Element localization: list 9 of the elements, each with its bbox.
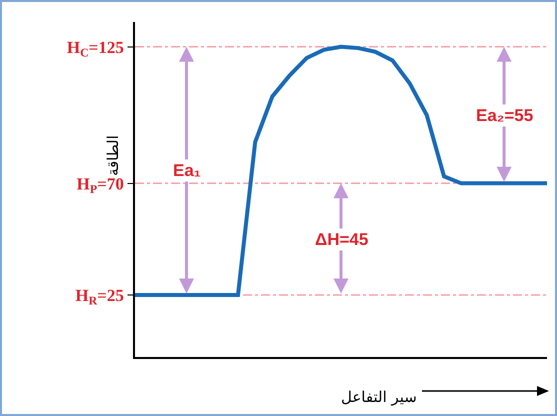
y-tick-label: H$_{P}$=70 [76, 174, 124, 196]
annotation: Ea₁ [173, 161, 201, 180]
y-tick-label: H$_{R}$=25 [75, 286, 124, 308]
annotation: ΔH=45 [315, 230, 368, 249]
x-axis-title: سير التفاعل [341, 388, 417, 406]
y-axis-title: الطاقة [104, 135, 122, 176]
line-series [135, 44, 547, 297]
annotation: Ea₂=55 [476, 106, 534, 125]
y-tick-label: H$_{C}$=125 [66, 38, 124, 60]
